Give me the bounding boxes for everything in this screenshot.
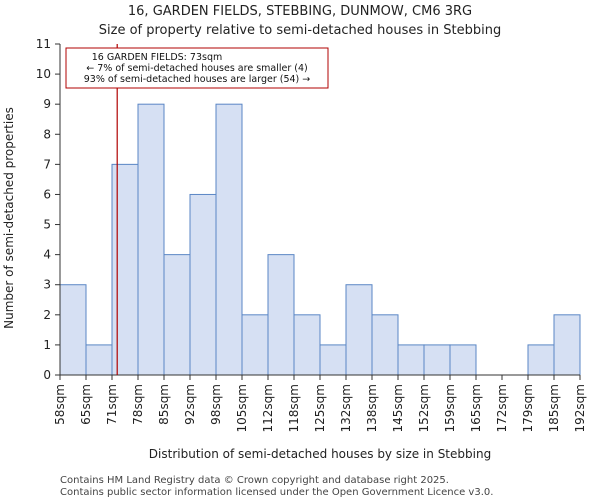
y-tick-label: 0	[43, 368, 51, 382]
x-tick-label: 192sqm	[573, 384, 587, 432]
bar-138sqm	[371, 314, 399, 376]
x-tick-label: 125sqm	[313, 384, 327, 432]
bar-185sqm	[553, 314, 581, 376]
bars-group	[59, 103, 581, 376]
y-tick-label: 5	[43, 218, 51, 232]
bar-65sqm	[85, 344, 113, 376]
x-axis-label: Distribution of semi-detached houses by …	[149, 447, 491, 461]
y-tick-label: 7	[43, 157, 51, 171]
footer-line-1: Contains HM Land Registry data © Crown c…	[60, 475, 449, 486]
y-tick-label: 3	[43, 278, 51, 292]
bar-145sqm	[397, 344, 425, 376]
y-tick-label: 6	[43, 187, 51, 201]
y-tick-label: 2	[43, 308, 51, 322]
y-axis-ticks: 0 1 2 3 4 5 6 7 8 9 10 11	[36, 37, 60, 382]
x-tick-label: 98sqm	[209, 384, 223, 425]
y-tick-label: 4	[43, 248, 51, 262]
x-tick-label: 159sqm	[443, 384, 457, 432]
x-tick-label: 145sqm	[391, 384, 405, 432]
x-tick-label: 118sqm	[287, 384, 301, 432]
bar-125sqm	[319, 344, 347, 376]
y-tick-label: 11	[36, 37, 51, 51]
bar-58sqm	[59, 284, 87, 376]
bar-159sqm	[449, 344, 477, 376]
footer-line-2: Contains public sector information licen…	[60, 487, 493, 498]
bar-71sqm	[111, 163, 139, 376]
y-tick-label: 9	[43, 97, 51, 111]
annotation-box	[65, 47, 329, 89]
x-tick-label: 132sqm	[339, 384, 353, 432]
chart-subtitle: Size of property relative to semi-detach…	[99, 23, 501, 38]
x-tick-label: 78sqm	[131, 384, 145, 425]
annotation-line-3: 93% of semi-detached houses are larger (…	[84, 74, 311, 85]
bar-78sqm	[137, 103, 165, 376]
bar-98sqm	[215, 103, 243, 376]
y-tick-label: 8	[43, 127, 51, 141]
x-tick-label: 185sqm	[547, 384, 561, 432]
annotation-line-1: 16 GARDEN FIELDS: 73sqm	[92, 52, 222, 63]
x-tick-label: 112sqm	[261, 384, 275, 432]
x-tick-label: 65sqm	[79, 384, 93, 425]
bar-85sqm	[163, 254, 191, 376]
chart-title: 16, GARDEN FIELDS, STEBBING, DUNMOW, CM6…	[128, 4, 472, 19]
x-tick-label: 152sqm	[417, 384, 431, 432]
bar-92sqm	[189, 193, 217, 376]
x-axis-ticks: 58sqm 65sqm 71sqm 78sqm 85sqm 92sqm 98sqm 105sq…	[53, 375, 587, 432]
x-tick-label: 105sqm	[235, 384, 249, 432]
y-axis-label: Number of semi-detached properties	[2, 107, 16, 329]
bar-112sqm	[267, 254, 295, 376]
x-tick-label: 85sqm	[157, 384, 171, 425]
annotation-line-2: ← 7% of semi-detached houses are smaller…	[86, 63, 307, 74]
x-tick-label: 172sqm	[495, 384, 509, 432]
y-tick-label: 10	[36, 67, 51, 81]
bar-179sqm	[527, 344, 555, 376]
x-tick-label: 58sqm	[53, 384, 67, 425]
bar-118sqm	[293, 314, 321, 376]
y-tick-label: 1	[43, 338, 51, 352]
x-tick-label: 165sqm	[469, 384, 483, 432]
x-tick-label: 92sqm	[183, 384, 197, 425]
x-tick-label: 71sqm	[105, 384, 119, 425]
bar-132sqm	[345, 284, 373, 376]
x-tick-label: 138sqm	[365, 384, 379, 432]
x-tick-label: 179sqm	[521, 384, 535, 432]
bar-105sqm	[241, 314, 269, 376]
bar-152sqm	[423, 344, 451, 376]
